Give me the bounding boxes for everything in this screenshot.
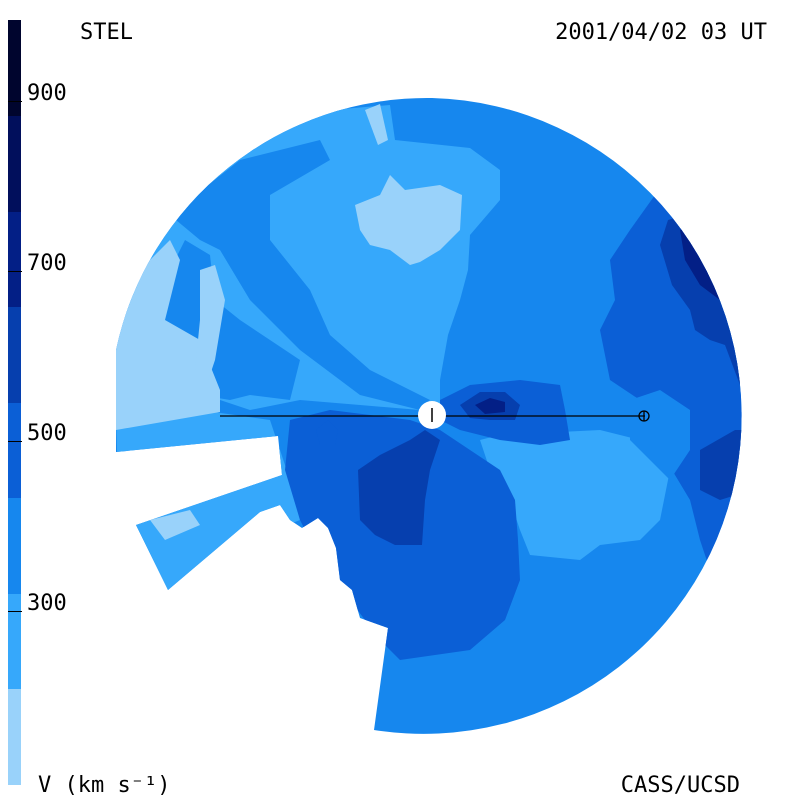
colorbar-segment: [8, 497, 21, 594]
credit-label: CASS/UCSD: [620, 773, 740, 798]
dark-notch-left: [316, 420, 338, 445]
colorbar-tick-500: 500: [27, 421, 67, 446]
medium-band-upper: [170, 140, 430, 410]
colorbar-segment: [8, 20, 21, 116]
colorbar-segment: [8, 211, 21, 307]
lightest-sliver-top: [365, 104, 388, 145]
colorbar-segment: [8, 115, 21, 212]
lightest-strip: [195, 265, 225, 390]
colorbar-segment: [8, 593, 21, 689]
darkest-core-east: [475, 398, 505, 414]
light-region-right: [480, 430, 670, 560]
darker-region-south: [358, 430, 440, 545]
colorbar-units-label: V (km s⁻¹): [38, 773, 171, 798]
tick-mark-900: [8, 101, 22, 102]
earth-icon: [638, 410, 650, 422]
datetime-label: 2001/04/02 03 UT: [555, 20, 767, 45]
tick-mark-500: [8, 441, 22, 442]
lightest-patch-left: [116, 240, 220, 430]
colorbar-tick-900: 900: [27, 81, 67, 106]
lightest-patch-top: [355, 175, 462, 265]
lightest-patch-lower-left: [150, 510, 200, 540]
colorbar-segment: [8, 688, 21, 785]
velocity-colorbar: [8, 20, 21, 785]
colorbar-segment: [8, 402, 21, 498]
colorbar-tick-300: 300: [27, 591, 67, 616]
tick-mark-300: [8, 611, 22, 612]
colorbar-segment: [8, 306, 21, 403]
medium-inlet-right: [630, 390, 690, 480]
colorbar-tick-700: 700: [27, 251, 67, 276]
tick-mark-700: [8, 271, 22, 272]
instrument-label: STEL: [80, 20, 133, 45]
light-region-left-lower: [116, 410, 300, 600]
